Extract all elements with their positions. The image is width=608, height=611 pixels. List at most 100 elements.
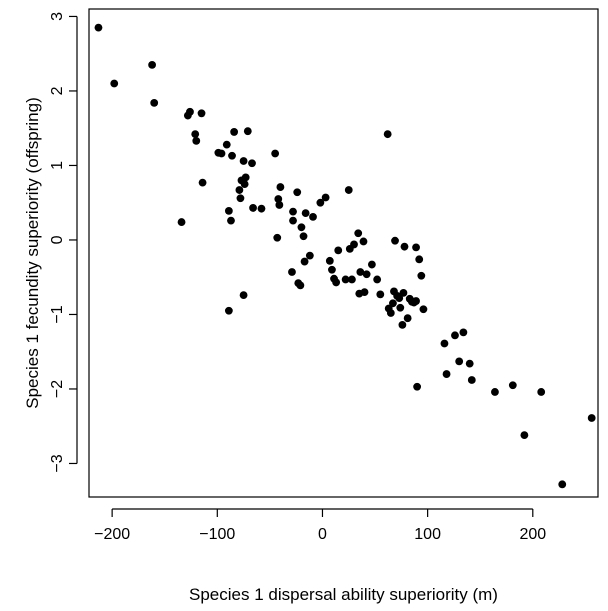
- data-point: [334, 246, 343, 255]
- data-point: [442, 370, 451, 378]
- data-point: [537, 388, 546, 396]
- data-point: [227, 216, 235, 225]
- data-point: [491, 388, 499, 396]
- data-point: [403, 314, 412, 323]
- data-point: [412, 243, 420, 252]
- data-point: [467, 376, 476, 384]
- y-tick-label: −3: [49, 454, 66, 472]
- x-tick-label: 100: [414, 526, 441, 543]
- data-point: [412, 297, 420, 305]
- y-tick-label: 3: [49, 12, 66, 21]
- data-point: [275, 201, 284, 209]
- data-point: [243, 127, 252, 136]
- data-point: [332, 278, 341, 287]
- data-point: [386, 309, 395, 317]
- data-point: [451, 331, 459, 340]
- data-point: [362, 270, 371, 279]
- data-point: [224, 306, 233, 315]
- data-point: [376, 290, 385, 299]
- y-tick-label: 1: [49, 161, 66, 170]
- data-point: [239, 157, 248, 165]
- data-point: [520, 431, 529, 440]
- data-point: [274, 195, 283, 203]
- data-point: [230, 128, 239, 136]
- data-point: [148, 60, 156, 69]
- data-point: [391, 236, 399, 245]
- data-point: [300, 257, 309, 266]
- data-point: [415, 255, 424, 264]
- data-point: [110, 79, 119, 88]
- data-point: [587, 414, 596, 422]
- data-point: [399, 288, 408, 297]
- data-point: [359, 237, 368, 246]
- data-point: [328, 265, 336, 274]
- data-point: [217, 149, 226, 158]
- data-point: [235, 186, 244, 194]
- data-point: [356, 268, 365, 276]
- data-point: [301, 209, 310, 218]
- data-point: [288, 268, 296, 276]
- data-point: [455, 357, 464, 366]
- data-point: [297, 223, 306, 232]
- data-point: [413, 382, 422, 391]
- data-point: [222, 140, 231, 149]
- data-point: [273, 233, 282, 242]
- data-point: [400, 242, 409, 251]
- data-point: [299, 232, 308, 241]
- data-point: [177, 218, 186, 226]
- data-point: [249, 204, 257, 212]
- data-points: [94, 23, 596, 489]
- x-tick-label: 0: [318, 526, 327, 543]
- data-point: [558, 480, 567, 489]
- x-axis-label: Species 1 dispersal ability superiority …: [189, 585, 498, 604]
- data-point: [228, 151, 236, 160]
- data-point: [398, 320, 407, 329]
- data-point: [508, 381, 517, 390]
- data-point: [192, 136, 201, 145]
- data-point: [150, 98, 159, 107]
- data-point: [360, 288, 369, 297]
- data-point: [186, 107, 194, 116]
- data-point: [309, 212, 317, 221]
- data-point: [348, 275, 356, 284]
- data-point: [367, 260, 376, 269]
- data-point: [383, 130, 392, 139]
- data-point: [350, 240, 358, 249]
- data-point: [239, 291, 248, 299]
- data-point: [293, 188, 302, 197]
- data-point: [248, 159, 256, 168]
- data-point: [241, 173, 250, 182]
- data-point: [419, 305, 428, 314]
- data-point: [197, 109, 206, 118]
- y-tick-label: 0: [49, 235, 66, 244]
- data-point: [305, 251, 314, 260]
- data-point: [316, 198, 325, 207]
- plot-frame: [88, 8, 599, 498]
- data-point: [395, 294, 404, 302]
- data-point: [341, 275, 350, 284]
- data-point: [354, 229, 363, 238]
- data-point: [389, 299, 397, 308]
- x-tick-label: 200: [519, 526, 546, 543]
- data-point: [276, 183, 285, 191]
- data-point: [396, 303, 405, 312]
- y-axis: −3 −2 −1 0 1 2 3: [49, 12, 78, 473]
- data-point: [417, 271, 426, 280]
- data-point: [289, 207, 297, 216]
- y-tick-label: 2: [49, 86, 66, 95]
- data-point: [344, 186, 353, 194]
- x-axis: −200 −100 0 100 200: [94, 508, 546, 543]
- data-point: [325, 256, 334, 265]
- data-point: [198, 178, 207, 187]
- y-tick-label: −1: [49, 305, 66, 323]
- data-point: [440, 339, 449, 348]
- data-point: [459, 328, 468, 337]
- data-point: [224, 207, 233, 215]
- data-point: [465, 359, 474, 368]
- data-point: [191, 130, 200, 139]
- data-point: [240, 180, 249, 188]
- data-point: [271, 149, 280, 158]
- data-point: [373, 275, 382, 284]
- data-point: [94, 23, 103, 32]
- data-point: [289, 216, 297, 225]
